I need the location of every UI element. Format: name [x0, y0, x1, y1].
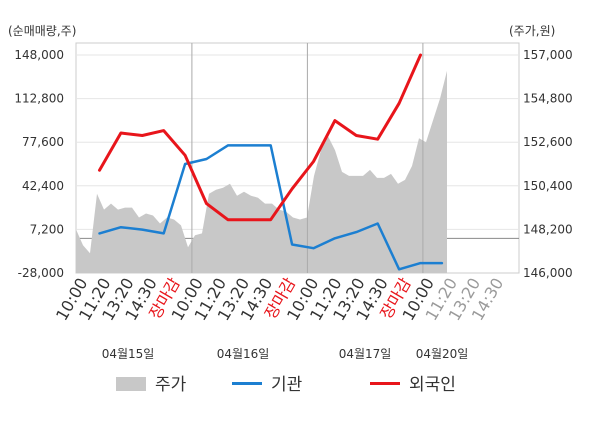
legend-label-foreigner: 외국인 — [409, 375, 456, 395]
right-tick-label: 150,400 — [523, 179, 573, 193]
institution-line — [98, 144, 444, 271]
left-axis-unit-label: (순매매량,주) — [8, 24, 76, 38]
left-axis-ticks: 148,000 112,800 77,600 42,400 7,200 -28,000 — [14, 48, 64, 280]
right-tick-label: 152,600 — [523, 135, 573, 149]
left-tick-label: 77,600 — [22, 135, 64, 149]
legend-label-institution: 기관 — [271, 375, 302, 395]
right-axis-unit-label: (주가,원) — [509, 24, 555, 38]
left-tick-label: 148,000 — [14, 48, 64, 62]
date-labels: 04월15일 04월16일 04월17일 04월20일 — [102, 347, 469, 361]
right-tick-label: 154,800 — [523, 92, 573, 106]
right-tick-label: 157,000 — [523, 48, 573, 62]
left-tick-label: 112,800 — [14, 92, 64, 106]
left-tick-label: -28,000 — [18, 266, 64, 280]
right-axis-ticks: 157,000 154,800 152,600 150,400 148,200 146,0… — [523, 48, 573, 280]
legend-swatch-institution — [232, 382, 262, 385]
right-tick-label: 146,000 — [523, 266, 573, 280]
legend-label-price: 주가 — [155, 375, 187, 395]
legend: 주가 기관 외국인 — [116, 375, 456, 395]
day-separators — [191, 43, 424, 273]
date-label: 04월15일 — [102, 347, 155, 361]
x-axis-ticks: 10:0011:2013:2014:30장마감10:0011:2013:2014… — [52, 274, 507, 324]
right-tick-label: 148,200 — [523, 222, 573, 236]
date-label: 04월17일 — [339, 347, 392, 361]
left-tick-label: 7,200 — [30, 222, 64, 236]
date-label: 04월20일 — [416, 347, 469, 361]
date-label: 04월16일 — [217, 347, 270, 361]
price-area-layer — [76, 70, 447, 274]
legend-swatch-foreigner — [370, 382, 400, 385]
price-area — [76, 70, 447, 274]
foreigner-line — [98, 53, 422, 222]
series-lines — [98, 53, 444, 271]
left-tick-label: 42,400 — [22, 179, 64, 193]
legend-swatch-price — [116, 377, 146, 391]
